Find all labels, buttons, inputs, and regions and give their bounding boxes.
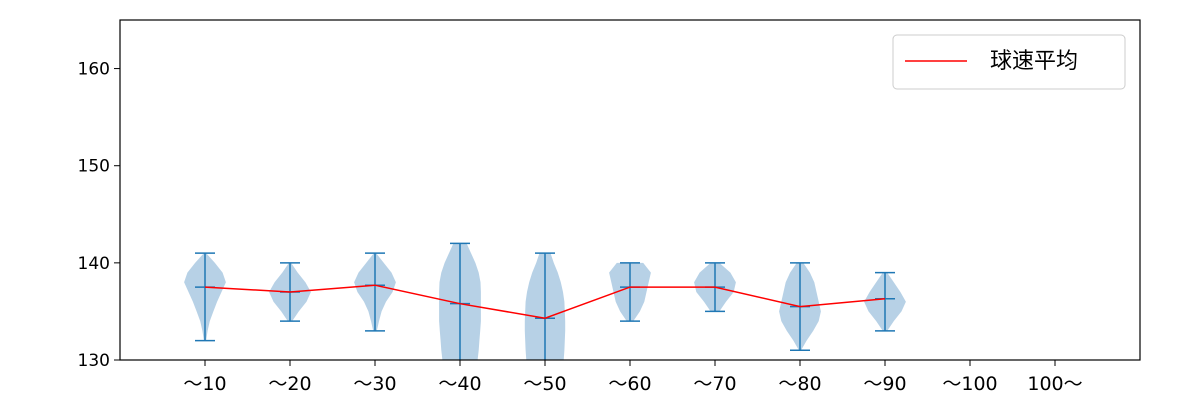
- y-tick-label: 150: [78, 157, 110, 177]
- y-tick-label: 130: [78, 351, 110, 371]
- x-tick-label: ～60: [608, 373, 651, 395]
- x-tick-label: ～10: [183, 373, 226, 395]
- x-tick-label: ～20: [268, 373, 311, 395]
- y-tick-label: 140: [78, 254, 110, 274]
- y-axis: 130 140 150 160: [78, 60, 120, 371]
- x-tick-label: ～50: [523, 373, 566, 395]
- x-tick-label: ～80: [778, 373, 821, 395]
- legend: 球速平均: [892, 34, 1126, 90]
- x-tick-label: ～70: [693, 373, 736, 395]
- x-tick-label: ～30: [353, 373, 396, 395]
- y-tick-label: 160: [78, 60, 110, 80]
- mean-line-group: [204, 284, 886, 319]
- x-tick-label: 100～: [1027, 373, 1082, 395]
- x-axis: ～10 ～20 ～30 ～40 ～50 ～60 ～70 ～80 ～90 ～100 100～: [183, 360, 1083, 395]
- legend-box: [892, 34, 1126, 90]
- legend-label: 球速平均: [990, 49, 1078, 74]
- x-tick-label: ～100: [942, 373, 997, 395]
- x-tick-label: ～90: [863, 373, 906, 395]
- x-tick-label: ～40: [438, 373, 481, 395]
